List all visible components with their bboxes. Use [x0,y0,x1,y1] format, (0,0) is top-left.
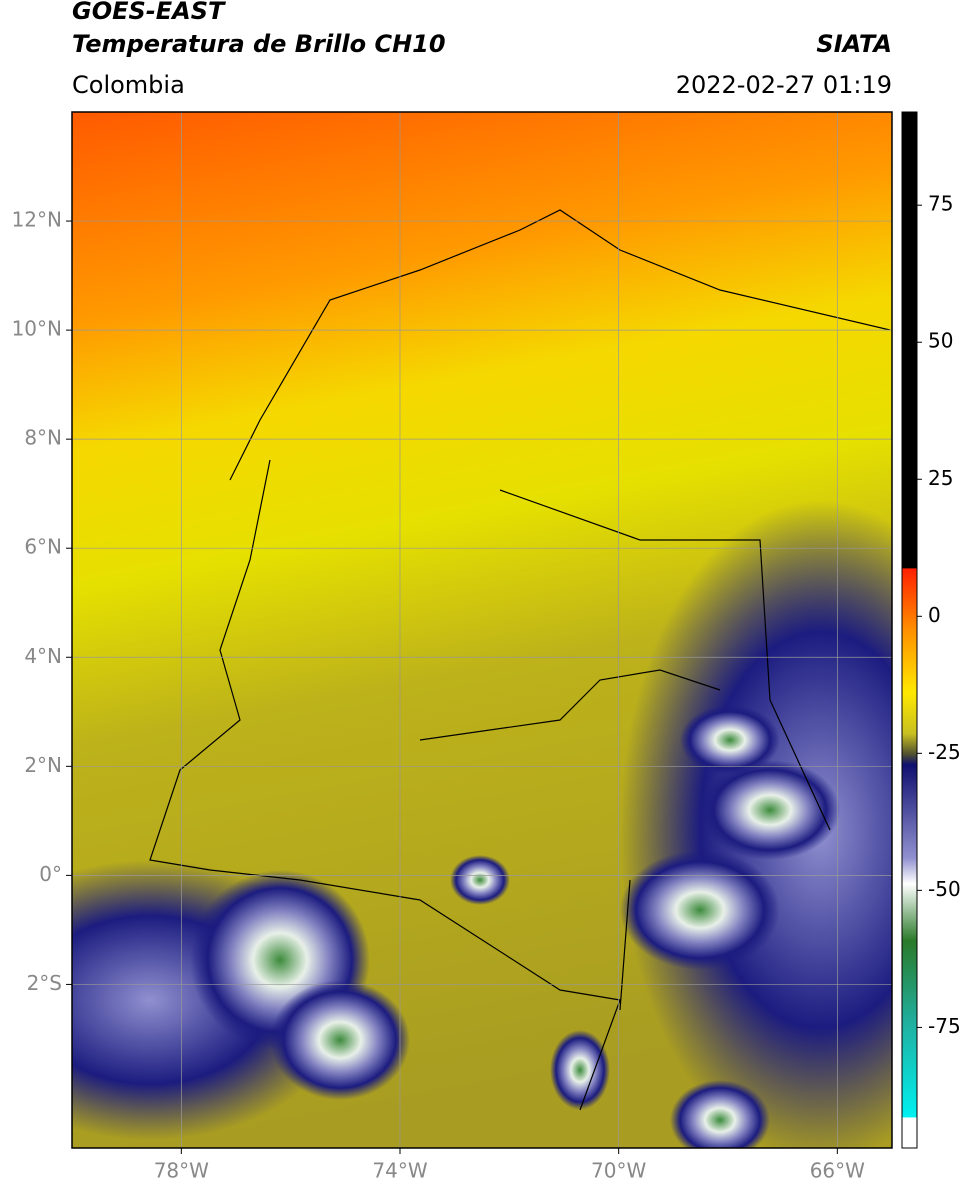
x-tick-label: 78°W [154,1159,209,1183]
colorbar-tick-label: 50 [928,329,953,353]
satellite-image [72,112,892,1148]
title: Temperatura de Brillo CH10 [72,30,446,58]
y-tick-label: 4°N [24,644,62,668]
map-frame [71,111,893,1149]
y-tick-label: 2°S [27,971,62,995]
colorbar-tick-label: -75 [928,1014,961,1038]
colorbar-tick-label: 75 [928,192,953,216]
source: SIATA [816,30,892,58]
colorbar-tick-label: 0 [928,603,941,627]
y-tick-label: 6°N [24,535,62,559]
datetime: 2022-02-27 01:19 [676,71,892,99]
colorbar [901,111,918,1149]
y-tick-label: 0° [39,862,62,886]
colorbar-tick-label: -50 [928,877,961,901]
y-tick-label: 12°N [12,208,62,232]
x-tick-label: 70°W [591,1159,646,1183]
colorbar-tick-label: -25 [928,740,961,764]
y-tick-label: 2°N [24,753,62,777]
title: GOES-EAST [72,0,226,25]
region: Colombia [72,71,185,99]
y-tick-label: 10°N [12,317,62,341]
colorbar-tick-label: 25 [928,466,953,490]
x-tick-label: 74°W [372,1159,427,1183]
y-tick-label: 8°N [24,426,62,450]
x-tick-label: 66°W [810,1159,865,1183]
